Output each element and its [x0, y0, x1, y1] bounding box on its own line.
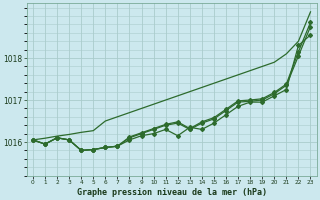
X-axis label: Graphe pression niveau de la mer (hPa): Graphe pression niveau de la mer (hPa): [77, 188, 267, 197]
